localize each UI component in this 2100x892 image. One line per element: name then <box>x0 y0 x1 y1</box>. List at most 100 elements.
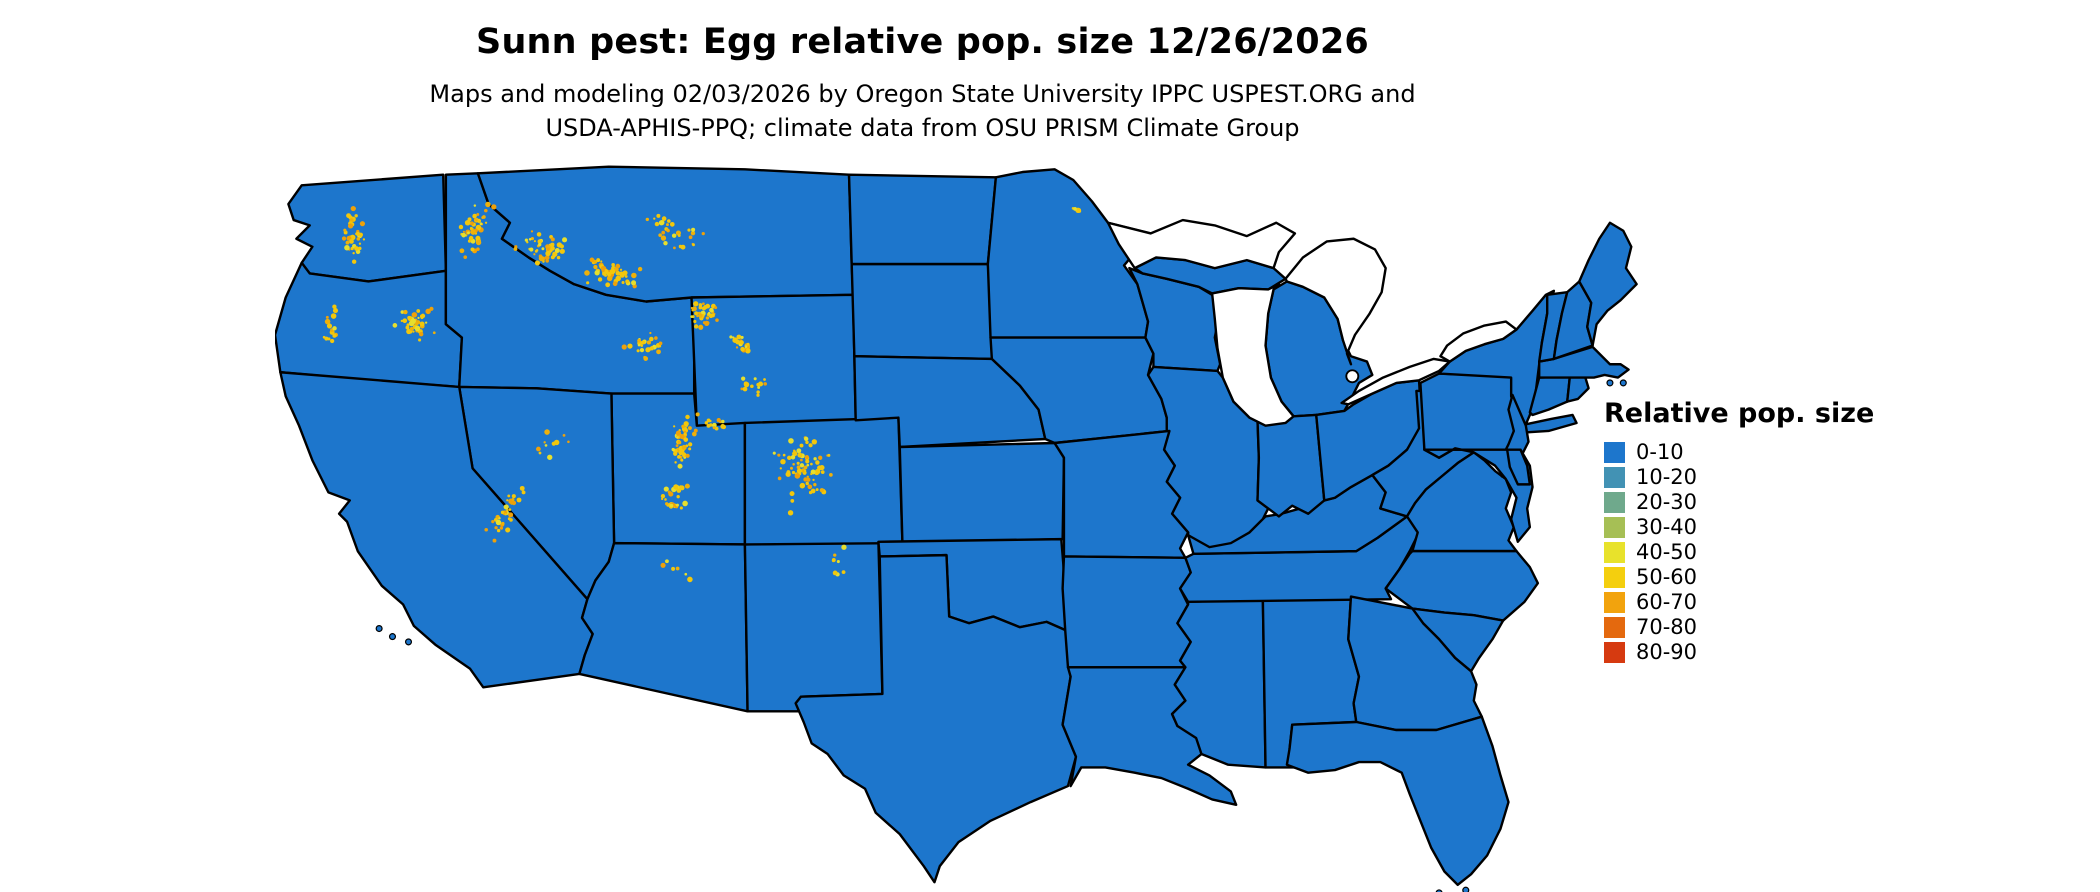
hotspot-dot <box>739 340 744 345</box>
subtitle-line-2: USDA-APHIS-PPQ; climate data from OSU PR… <box>545 113 1300 142</box>
hotspot-dot <box>550 246 555 251</box>
hotspot-dot <box>690 315 694 318</box>
hotspot-dot <box>819 488 824 492</box>
legend-swatch <box>1604 467 1625 488</box>
hotspot-dot <box>673 425 676 428</box>
legend-swatch <box>1604 567 1625 588</box>
hotspot-dot <box>665 559 669 564</box>
hotspot-dot <box>671 566 676 571</box>
hotspot-dot <box>534 249 538 253</box>
legend-item-label: 50-60 <box>1636 565 1698 589</box>
hotspot-dot <box>796 448 802 454</box>
hotspot-dot <box>358 242 362 245</box>
hotspot-dot <box>674 461 677 464</box>
hotspot-dot <box>735 339 741 345</box>
hotspot-dot <box>324 336 329 341</box>
hotspot-dot <box>688 447 692 451</box>
hotspot-dot <box>631 280 637 286</box>
hotspot-dot <box>675 430 682 436</box>
hotspot-dot <box>788 438 794 444</box>
state-shape <box>690 293 857 427</box>
hotspot-dot <box>756 390 760 394</box>
hotspot-dot <box>683 421 689 427</box>
hotspot-dot <box>567 440 570 444</box>
state-shape <box>1505 448 1532 486</box>
legend-item: 10-20 <box>1604 467 1874 488</box>
hotspot-dot <box>507 494 511 498</box>
hotspot-dot <box>660 235 667 241</box>
hotspot-dot <box>541 247 545 251</box>
hotspot-dot <box>702 302 705 306</box>
hotspot-dot <box>744 345 748 348</box>
hotspot-dot <box>667 219 671 223</box>
legend-swatch <box>1604 592 1625 613</box>
hotspot-dot <box>358 246 362 251</box>
hotspot-dot <box>513 247 518 251</box>
hotspot-dot <box>673 451 678 456</box>
hotspot-dot <box>461 232 466 238</box>
hotspot-dot <box>701 232 705 236</box>
hotspot-dot <box>411 312 418 318</box>
hotspot-dot <box>740 335 744 339</box>
hotspot-dot <box>503 504 509 510</box>
legend-swatch <box>1604 517 1625 538</box>
hotspot-dot <box>763 378 766 381</box>
hotspot-dot <box>359 221 366 227</box>
hotspot-dot <box>678 244 683 249</box>
hotspot-dot <box>806 463 810 467</box>
hotspot-dot <box>803 465 808 470</box>
hotspot-dot <box>690 230 696 236</box>
hotspot-dot <box>538 242 542 247</box>
hotspot-dot <box>356 231 361 236</box>
hotspot-dot <box>669 503 674 508</box>
state-shape <box>1566 373 1590 403</box>
hotspot-dot <box>829 473 833 477</box>
hotspot-dot <box>750 384 754 389</box>
hotspot-dot <box>416 309 421 313</box>
hotspot-dot <box>819 464 825 471</box>
islands-layer <box>375 379 1627 892</box>
state-shape <box>898 441 1066 545</box>
hotspot-dot <box>736 334 742 340</box>
state-shape <box>743 540 884 713</box>
hotspot-dot <box>475 239 482 246</box>
hotspot-dot <box>841 570 846 574</box>
hotspot-dot <box>544 444 548 447</box>
hotspot-dot <box>684 483 690 489</box>
hotspot-dot <box>682 500 688 507</box>
state-shape <box>275 261 464 389</box>
hotspot-dot <box>615 263 621 269</box>
hotspot-dot <box>710 313 715 318</box>
hotspot-dot <box>641 340 646 345</box>
hotspot-dot <box>542 260 545 263</box>
hotspot-dot <box>810 472 813 476</box>
hotspot-dot <box>347 223 354 229</box>
hotspot-dot <box>688 442 693 447</box>
hotspot-dot <box>645 217 650 222</box>
hotspot-dot <box>351 259 357 264</box>
hotspot-dot <box>680 458 684 462</box>
hotspot-dot <box>803 469 807 472</box>
hotspot-dot <box>693 301 699 307</box>
hotspot-dot <box>684 572 688 576</box>
hotspot-dot <box>556 255 561 260</box>
hotspot-dot <box>673 246 676 250</box>
hotspot-dot <box>559 248 565 254</box>
hotspot-dot <box>405 325 410 330</box>
hotspot-dot <box>787 510 794 516</box>
hotspot-dot <box>345 240 350 245</box>
states-layer <box>275 165 1638 887</box>
hotspot-dot <box>621 344 627 350</box>
hotspot-dot <box>424 321 428 324</box>
hotspot-dot <box>740 387 744 391</box>
hotspot-dot <box>799 463 805 468</box>
hotspot-dot <box>362 238 366 241</box>
hotspot-dot <box>352 251 355 255</box>
hotspot-dot <box>777 453 781 457</box>
hotspot-dot <box>597 277 603 282</box>
hotspot-dot <box>687 426 692 431</box>
hotspot-dot <box>519 485 525 491</box>
hotspot-dot <box>806 475 809 478</box>
hotspot-dot <box>538 451 542 455</box>
hotspot-dot <box>782 453 786 457</box>
